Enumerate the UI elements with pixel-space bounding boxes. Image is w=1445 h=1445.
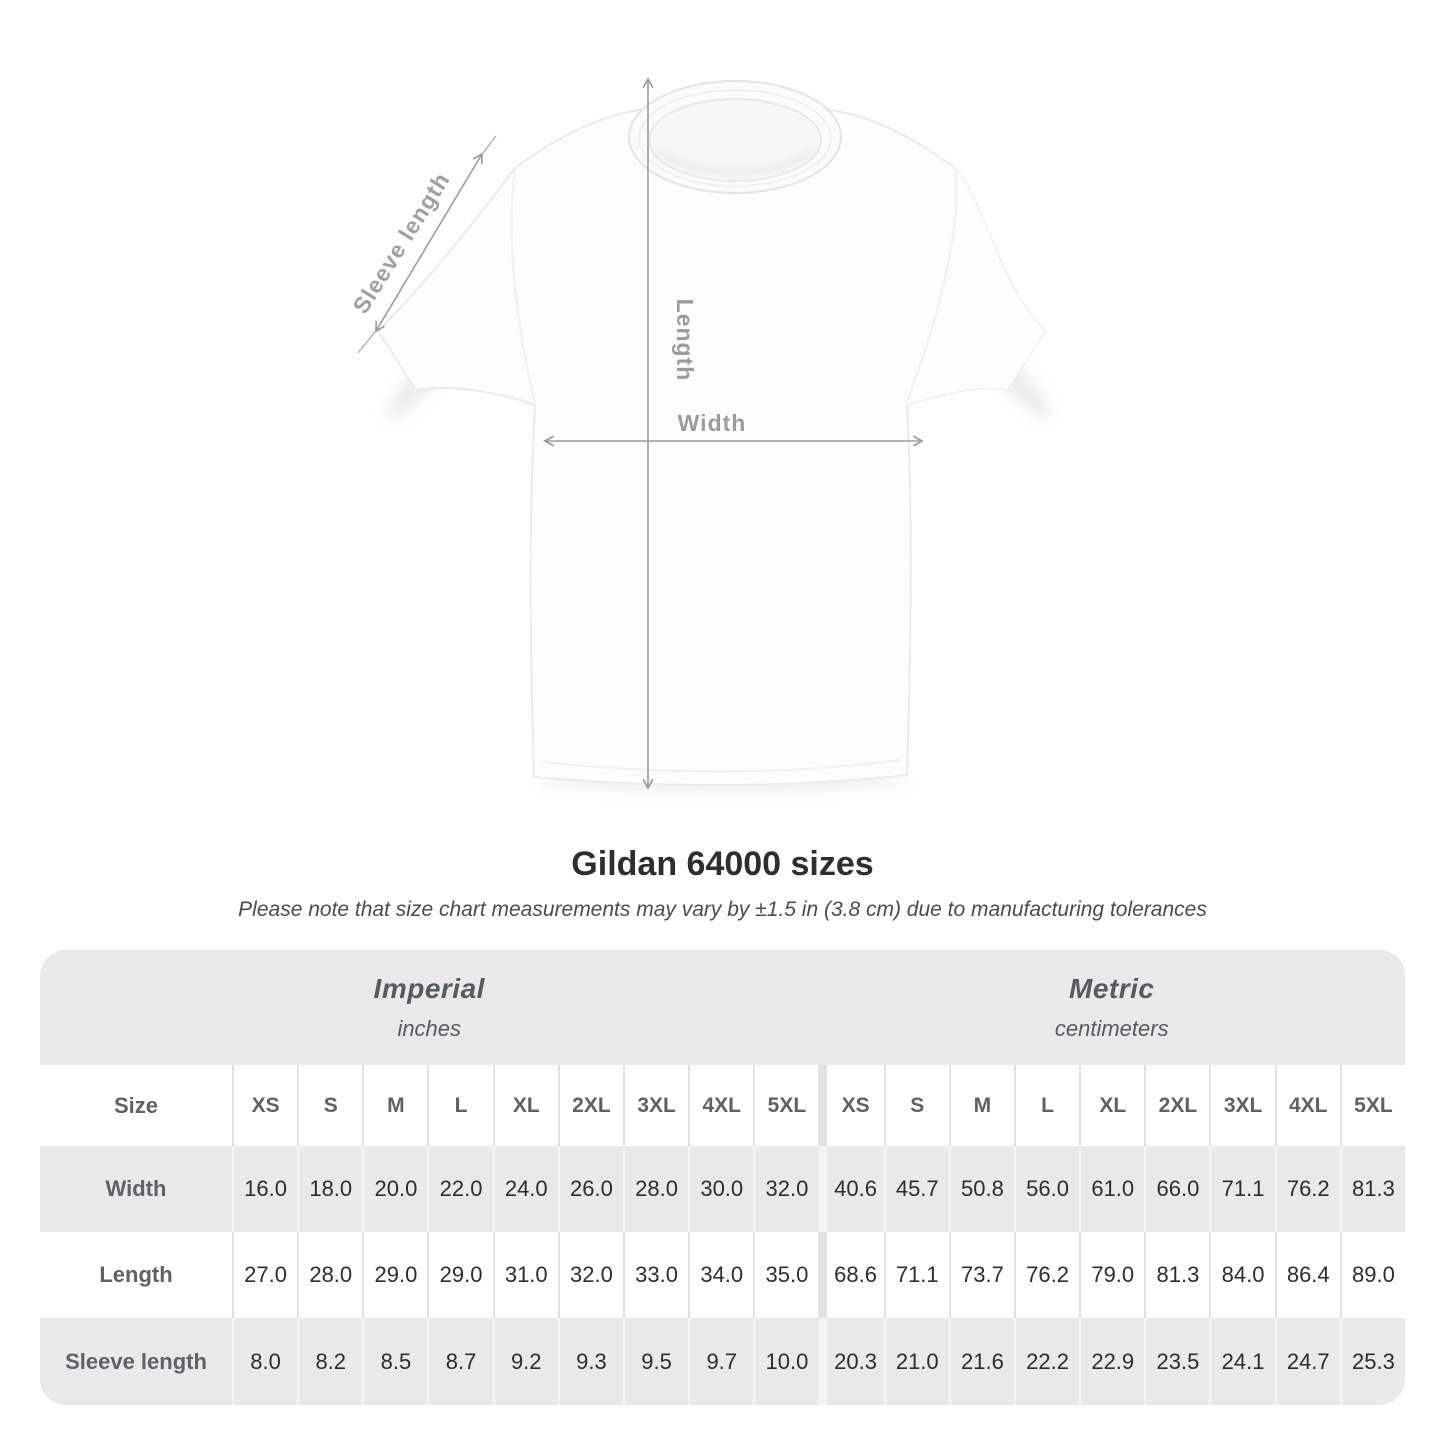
size-col-header: S [883, 1065, 949, 1146]
imperial-section-header: Imperial inches [40, 950, 819, 1065]
table-cell: 24.7 [1274, 1318, 1340, 1405]
metric-section-header: Metric centimeters [818, 950, 1405, 1065]
table-cell: 24.1 [1209, 1318, 1275, 1405]
table-cell: 27.0 [232, 1232, 297, 1318]
collar-inner-shadow [653, 149, 817, 175]
table-cell: 29.0 [427, 1232, 492, 1318]
table-cell: 20.3 [818, 1318, 884, 1405]
table-cell: 24.0 [492, 1146, 558, 1232]
table-cell: 22.2 [1013, 1318, 1080, 1405]
size-col-header: 4XL [688, 1065, 753, 1146]
size-col-header: 5XL [753, 1065, 818, 1146]
table-cell: 73.7 [948, 1232, 1014, 1318]
table-cell: 10.0 [753, 1318, 819, 1405]
table-cell: 8.0 [232, 1318, 298, 1405]
page-title: Gildan 64000 sizes [571, 845, 874, 883]
table-cell: 29.0 [362, 1232, 427, 1318]
hem-stitch [541, 759, 901, 773]
table-cell: 9.5 [622, 1318, 689, 1405]
size-col-header: 2XL [557, 1065, 623, 1146]
size-col-header: XL [1079, 1065, 1144, 1146]
table-cell: 28.0 [622, 1146, 689, 1232]
table-cell: 71.1 [1209, 1146, 1275, 1232]
size-col-header: S [297, 1065, 362, 1146]
size-col-header: XL [492, 1065, 558, 1146]
size-col-header: 4XL [1274, 1065, 1340, 1146]
table-cell: 56.0 [1013, 1146, 1080, 1232]
table-cell: 68.6 [818, 1232, 883, 1318]
size-col-header: L [1013, 1065, 1079, 1146]
table-cell: 86.4 [1274, 1232, 1340, 1318]
right-sleeve-fill [907, 168, 1045, 405]
size-col-header: L [427, 1065, 492, 1146]
table-cell: 21.6 [948, 1318, 1014, 1405]
collar-inner [648, 98, 822, 182]
table-cell: 26.0 [557, 1146, 623, 1232]
table-cell: 76.2 [1274, 1146, 1340, 1232]
table-cell: 50.8 [948, 1146, 1014, 1232]
width-label: Width [678, 410, 747, 436]
table-cell: 79.0 [1079, 1232, 1144, 1318]
table-cell: 40.6 [818, 1146, 884, 1232]
tshirt-measurement-diagram: Length Width Sleeve length [347, 77, 1051, 791]
row-label-sleeve-length: Sleeve length [40, 1318, 232, 1405]
size-col-header: 5XL [1339, 1065, 1405, 1146]
size-col-header: XS [232, 1065, 297, 1146]
table-cell: 23.5 [1144, 1318, 1210, 1405]
metric-title: Metric [1069, 973, 1155, 1004]
tolerance-note: Please note that size chart measurements… [238, 898, 1207, 921]
left-sleeve-seam [510, 167, 536, 403]
right-sleeve-seam [906, 167, 958, 403]
table-cell: 16.0 [232, 1146, 298, 1232]
table-cell: 28.0 [297, 1232, 362, 1318]
table-cell: 21.0 [883, 1318, 949, 1405]
table-cell: 76.2 [1013, 1232, 1079, 1318]
imperial-title: Imperial [373, 973, 485, 1004]
table-cell: 22.9 [1079, 1318, 1145, 1405]
table-cell: 84.0 [1209, 1232, 1274, 1318]
table-cell: 9.2 [492, 1318, 558, 1405]
table-cell: 9.3 [557, 1318, 623, 1405]
table-cell: 8.2 [297, 1318, 363, 1405]
table-cell: 45.7 [883, 1146, 949, 1232]
table-cell: 32.0 [557, 1232, 623, 1318]
length-label: Length [672, 299, 698, 382]
size-col-header: M [948, 1065, 1014, 1146]
table-cell: 81.3 [1339, 1146, 1405, 1232]
table-cell: 30.0 [688, 1146, 754, 1232]
size-col-header: 2XL [1144, 1065, 1209, 1146]
table-cell: 33.0 [622, 1232, 688, 1318]
size-table: Imperial inches Metric centimeters Size … [40, 950, 1405, 1405]
table-cell: 8.7 [427, 1318, 493, 1405]
sleeve-length-arrow [375, 152, 483, 333]
sleeve-arrow-extension-top [479, 135, 497, 158]
row-label-length: Length [99, 1262, 173, 1287]
imperial-unit: inches [397, 1016, 462, 1041]
table-cell: 34.0 [688, 1232, 753, 1318]
metric-unit: centimeters [1054, 1016, 1169, 1041]
table-cell: 9.7 [688, 1318, 754, 1405]
table-cell: 8.5 [362, 1318, 428, 1405]
size-row-label: Size [113, 1092, 159, 1118]
table-cell: 66.0 [1144, 1146, 1210, 1232]
size-col-header: 3XL [622, 1065, 688, 1146]
table-cell: 18.0 [297, 1146, 363, 1232]
table-cell: 81.3 [1144, 1232, 1209, 1318]
sleeve-arrow-extension-bottom [357, 327, 379, 354]
table-cell: 32.0 [753, 1146, 819, 1232]
size-col-header: XS [818, 1065, 883, 1146]
collar-ribbing [638, 89, 832, 187]
table-cell: 20.0 [362, 1146, 428, 1232]
tshirt-body [377, 92, 1046, 787]
size-col-header: M [362, 1065, 427, 1146]
table-cell: 31.0 [492, 1232, 558, 1318]
table-cell: 71.1 [883, 1232, 949, 1318]
row-label-width: Width [40, 1146, 232, 1232]
table-cell: 25.3 [1339, 1318, 1405, 1405]
table-cell: 89.0 [1339, 1232, 1405, 1318]
table-cell: 61.0 [1079, 1146, 1145, 1232]
table-cell: 35.0 [753, 1232, 818, 1318]
size-col-header: 3XL [1209, 1065, 1274, 1146]
table-cell: 22.0 [427, 1146, 493, 1232]
